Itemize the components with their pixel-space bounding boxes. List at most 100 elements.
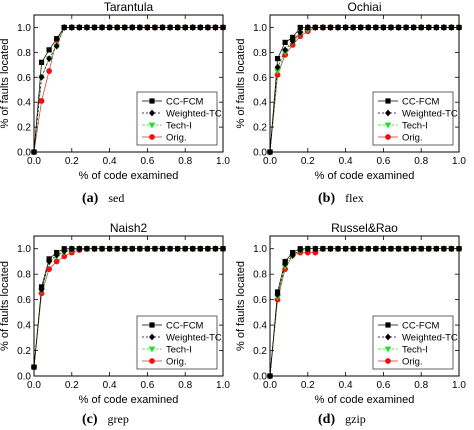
data-point: [274, 55, 281, 62]
x-tick-label: 0.4: [103, 380, 117, 391]
data-point: [373, 246, 379, 252]
y-tick-label: 0.0: [17, 148, 31, 159]
data-point: [84, 24, 90, 31]
x-tick-label: 0.2: [65, 380, 79, 391]
data-point: [274, 63, 281, 71]
legend-label: CC-FCM: [166, 97, 204, 108]
legend-marker-orig: [149, 134, 155, 140]
data-point: [365, 24, 371, 31]
data-point: [175, 246, 181, 252]
data-point: [91, 24, 98, 31]
data-point: [54, 249, 60, 256]
data-point: [395, 246, 402, 252]
data-point: [441, 246, 447, 252]
data-point: [448, 246, 455, 252]
x-tick-label: 0.4: [339, 156, 353, 167]
data-point: [418, 24, 424, 31]
caption-letter: (b): [318, 191, 336, 206]
data-point: [38, 59, 45, 65]
data-point: [38, 73, 45, 81]
data-point: [282, 39, 288, 45]
data-point: [114, 246, 120, 252]
data-point: [197, 246, 203, 252]
x-tick-label: 0.8: [178, 380, 192, 391]
x-tick-label: 0.8: [414, 156, 428, 167]
data-point: [122, 24, 128, 31]
y-axis-label: % of faults located: [235, 39, 247, 129]
legend-marker-orig: [385, 134, 391, 140]
data-point: [69, 24, 75, 31]
data-point: [365, 246, 371, 252]
x-tick-label: 1.0: [452, 156, 466, 167]
data-point: [411, 246, 417, 252]
data-point: [46, 266, 53, 272]
legend-label: Weighted-TC: [402, 333, 458, 344]
data-point: [54, 36, 60, 42]
x-tick-label: 0.8: [178, 156, 192, 167]
x-tick-label: 0.6: [140, 156, 154, 167]
caption-letter: (a): [82, 191, 99, 206]
legend-marker-orig: [149, 358, 155, 364]
data-point: [212, 246, 219, 252]
legend-label: Weighted-TC: [166, 333, 222, 344]
data-point: [152, 24, 158, 31]
legend-marker-weighted: [385, 333, 391, 341]
legend-marker-ccfcm: [385, 98, 391, 104]
x-tick-label: 0.2: [301, 380, 315, 391]
data-point: [99, 24, 105, 31]
data-point: [312, 246, 318, 252]
data-point: [327, 24, 334, 31]
x-tick-label: 0.4: [103, 156, 117, 167]
legend-label: Orig.: [402, 357, 423, 368]
legend-label: Tech-I: [402, 345, 428, 356]
data-point: [167, 24, 173, 31]
data-point: [182, 24, 188, 31]
x-axis-label: % of code examined: [315, 170, 415, 182]
caption-letter: (d): [318, 412, 336, 427]
data-point: [159, 24, 166, 31]
data-point: [395, 24, 402, 31]
data-point: [99, 246, 105, 252]
data-point: [190, 246, 196, 252]
x-tick-label: 0.6: [376, 156, 390, 167]
data-point: [61, 246, 67, 252]
data-point: [297, 29, 304, 36]
legend-marker-tech: [148, 122, 156, 129]
data-point: [38, 98, 45, 104]
plot-frame: [33, 235, 224, 377]
data-point: [175, 24, 181, 31]
x-tick-label: 1.0: [216, 156, 230, 167]
legend-label: Weighted-TC: [166, 109, 222, 120]
legend-label: Tech-I: [166, 345, 192, 356]
data-point: [350, 24, 356, 31]
data-point: [350, 246, 356, 252]
y-tick-label: 0.2: [253, 346, 267, 357]
data-point: [152, 246, 158, 252]
legend-marker-weighted: [149, 333, 155, 341]
y-tick-label: 0.8: [17, 270, 31, 281]
x-tick-label: 1.0: [216, 380, 230, 391]
caption-letter: (c): [82, 412, 98, 427]
data-point: [388, 24, 394, 31]
series-points-ccfcm: [267, 246, 462, 379]
data-point: [297, 24, 303, 31]
caption-d: (d) gzip: [318, 412, 366, 428]
y-axis-label: % of faults located: [0, 261, 11, 351]
data-point: [305, 24, 311, 31]
caption-program: flex: [345, 191, 364, 205]
legend-label: CC-FCM: [402, 97, 440, 108]
y-tick-label: 1.0: [17, 23, 31, 34]
x-tick-label: 0.0: [27, 156, 41, 167]
data-point: [403, 246, 409, 252]
legend-label: Weighted-TC: [402, 109, 458, 120]
plot-frame: [33, 14, 224, 153]
data-point: [448, 24, 455, 31]
data-point: [167, 246, 173, 252]
data-point: [274, 71, 281, 78]
y-tick-label: 0.2: [17, 123, 31, 134]
legend-label: CC-FCM: [166, 321, 204, 332]
legend-marker-ccfcm: [385, 322, 391, 328]
